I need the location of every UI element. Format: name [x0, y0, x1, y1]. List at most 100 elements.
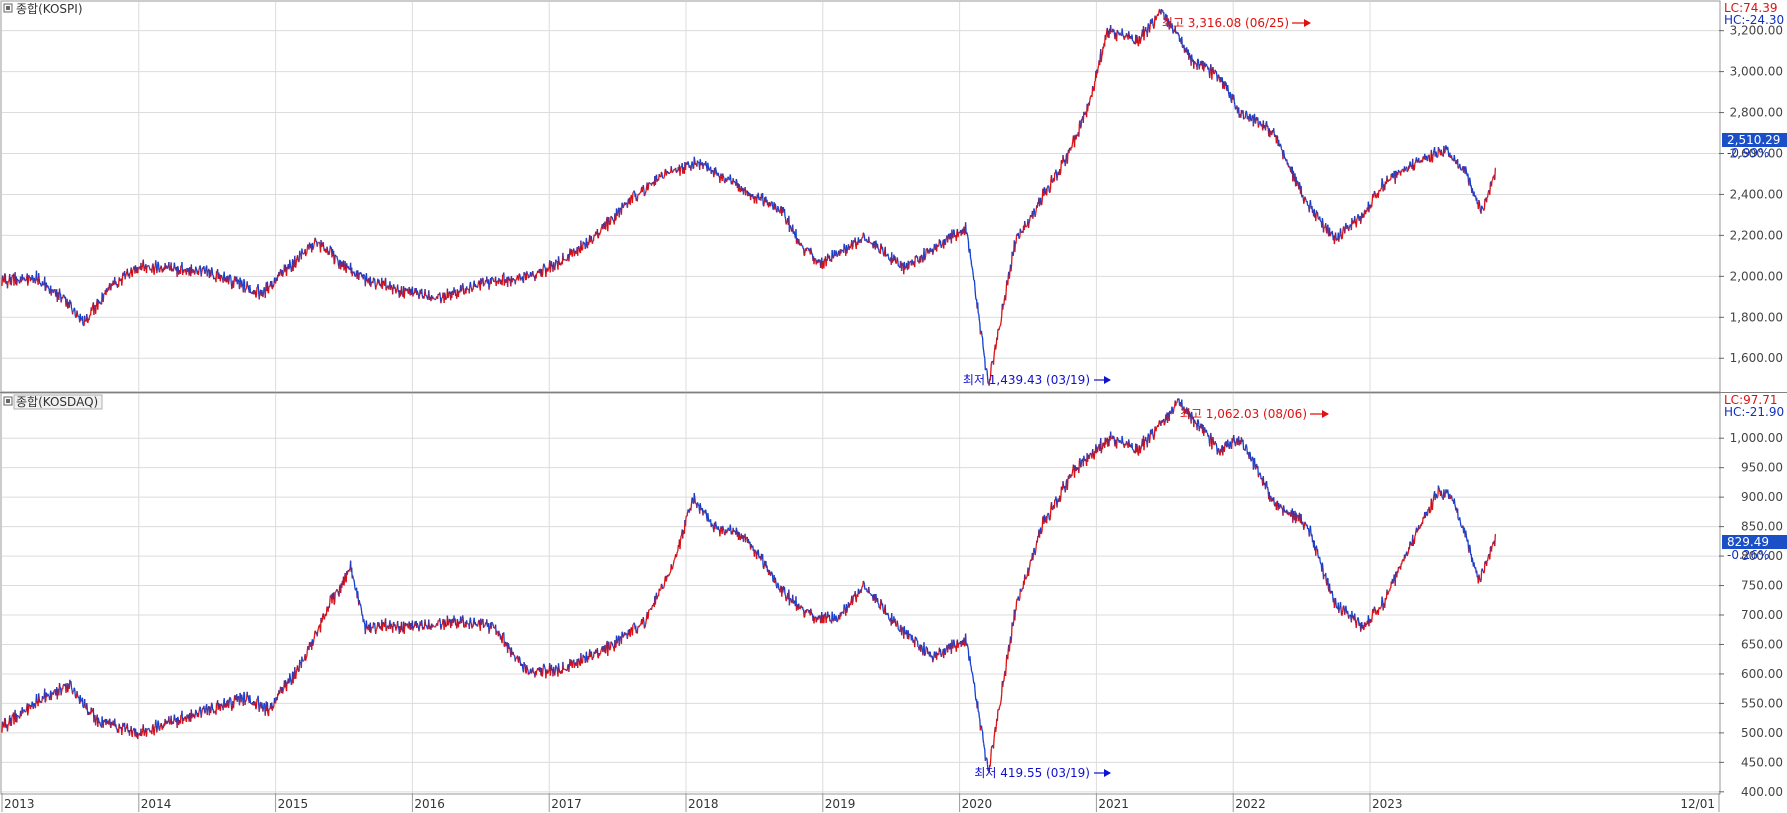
series-segment [206, 270, 209, 277]
series-segment [507, 276, 510, 278]
series-segment [776, 586, 779, 589]
series-segment [590, 236, 593, 242]
series-segment [476, 623, 479, 627]
series-segment [10, 278, 13, 286]
series-segment [660, 583, 663, 590]
series-segment [488, 281, 491, 286]
series-segment [654, 177, 657, 186]
series-segment [344, 261, 347, 270]
series-segment [255, 698, 258, 708]
series-segment [728, 177, 731, 181]
series-segment [1157, 424, 1160, 428]
series-segment [169, 268, 172, 271]
series-segment [1257, 124, 1260, 128]
series-segment [1079, 458, 1082, 468]
series-segment [1233, 101, 1236, 105]
series-segment [1047, 512, 1050, 515]
series-segment [158, 727, 161, 731]
series-segment [1155, 16, 1158, 21]
series-segment [386, 286, 388, 290]
series-segment [42, 697, 45, 700]
series-segment [506, 276, 509, 288]
series-segment [768, 201, 771, 204]
series-segment [939, 649, 942, 656]
series-segment [1097, 447, 1100, 450]
series-segment [432, 624, 434, 627]
series-segment [434, 298, 437, 301]
series-segment [1140, 37, 1142, 41]
series-segment [80, 317, 83, 320]
series-segment [399, 628, 402, 633]
series-segment [421, 288, 423, 295]
series-segment [967, 650, 970, 661]
series-segment [259, 702, 261, 708]
series-segment [1000, 315, 1003, 322]
series-segment [1053, 499, 1056, 509]
series-segment [863, 233, 866, 237]
series-segment [804, 610, 806, 618]
series-segment [954, 645, 956, 648]
series-segment [1486, 192, 1489, 198]
series-segment [357, 270, 359, 275]
series-segment [480, 281, 483, 285]
series-segment [1035, 209, 1037, 214]
series-segment [360, 272, 363, 275]
series-segment [154, 265, 156, 269]
series-segment [1069, 473, 1071, 476]
series-segment [1131, 34, 1134, 41]
series-segment [88, 316, 91, 321]
series-segment [863, 235, 866, 241]
series-segment [470, 622, 473, 625]
series-segment [235, 697, 237, 701]
series-segment [158, 269, 161, 273]
series-segment [580, 653, 583, 663]
series-segment [751, 195, 753, 198]
series-segment [263, 286, 266, 289]
series-segment [1090, 453, 1093, 456]
series-segment [680, 534, 683, 537]
series-segment [427, 296, 429, 300]
series-segment [378, 622, 381, 629]
series-segment [670, 564, 673, 569]
series-segment [1129, 35, 1132, 38]
series-segment [829, 259, 832, 262]
series-segment [690, 165, 693, 171]
series-segment [543, 263, 545, 266]
series-segment [296, 665, 299, 671]
series-segment [758, 556, 761, 559]
series-segment [607, 219, 609, 232]
series-segment [308, 642, 311, 645]
series-segment [4, 718, 7, 728]
series-segment [40, 701, 43, 704]
series-segment [469, 281, 472, 288]
series-segment [560, 671, 562, 674]
series-segment [827, 257, 830, 259]
series-segment [1207, 434, 1210, 439]
series-segment [515, 657, 518, 659]
series-segment [921, 645, 924, 651]
series-segment [82, 324, 84, 326]
series-segment [1325, 223, 1327, 231]
series-segment [483, 282, 486, 285]
series-segment [850, 599, 852, 604]
series-segment [34, 277, 37, 284]
series-segment [189, 712, 191, 721]
series-segment [227, 703, 230, 709]
series-segment [977, 302, 979, 314]
series-segment [382, 280, 385, 284]
series-segment [644, 190, 647, 194]
series-segment [373, 623, 376, 630]
series-segment [1194, 420, 1197, 423]
series-segment [854, 591, 857, 598]
series-segment [215, 271, 218, 283]
series-segment [562, 661, 565, 670]
series-segment [354, 587, 357, 591]
series-segment [381, 280, 384, 290]
series-segment [457, 291, 460, 298]
series-segment [926, 647, 929, 655]
series-segment [833, 613, 836, 620]
series-segment [642, 185, 645, 190]
series-segment [312, 247, 315, 251]
series-segment [1035, 546, 1037, 552]
series-segment [607, 643, 609, 656]
